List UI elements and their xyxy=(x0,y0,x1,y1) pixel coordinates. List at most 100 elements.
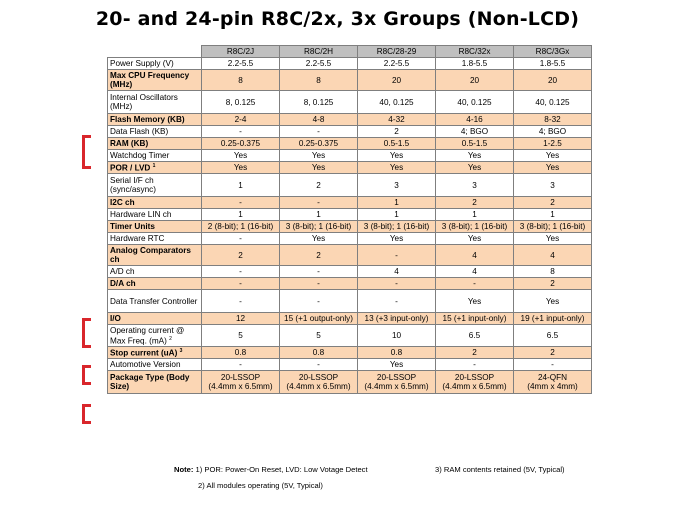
table-cell: 2 xyxy=(513,346,592,359)
table-cell: Yes xyxy=(513,161,592,174)
table-cell: - xyxy=(201,125,280,138)
row-label: Package Type (Body Size) xyxy=(107,370,202,394)
row-label-text: Serial I/F ch (sync/async) xyxy=(110,176,156,194)
table-cell: 3 (8-bit); 1 (16-bit) xyxy=(513,220,592,233)
table-cell: - xyxy=(201,277,280,290)
table-cell: 2 xyxy=(513,277,592,290)
package-type: 20-LSSOP xyxy=(220,373,261,382)
table-row: RAM (KB) 0.25-0.375 0.25-0.375 0.5-1.5 0.5-1… xyxy=(107,137,592,150)
row-label: Data Flash (KB) xyxy=(107,125,202,138)
table-cell: 2.2-5.5 xyxy=(279,57,358,70)
table-cell: - xyxy=(435,358,514,371)
row-label-text: Watchdog Timer xyxy=(110,151,170,160)
table-cell: - xyxy=(279,125,358,138)
table-cell: 4-32 xyxy=(357,113,436,126)
table-cell: 24-QFN (4mm x 4mm) xyxy=(513,370,592,394)
table-cell: Yes xyxy=(435,232,514,245)
table-cell: 0.8 xyxy=(201,346,280,359)
table-cell: 15 (+1 output-only) xyxy=(279,312,358,325)
table-row: I/O 12 15 (+1 output-only) 13 (+3 input-onl… xyxy=(107,312,592,325)
row-label-text: Data Transfer Controller xyxy=(110,296,198,306)
table-cell: 10 xyxy=(357,324,436,347)
table-cell: - xyxy=(513,358,592,371)
row-label-text: I2C ch xyxy=(110,198,135,207)
footnote-3: 3) RAM contents retained (5V, Typical) xyxy=(435,465,565,474)
table-cell: 1 xyxy=(201,173,280,197)
table-cell: 8 xyxy=(513,265,592,278)
row-label: Analog Comparators ch xyxy=(107,244,202,266)
package-type: 20-LSSOP xyxy=(454,373,495,382)
table-cell: Yes xyxy=(435,289,514,313)
column-header: R8C/2H xyxy=(279,45,358,58)
table-cell: Yes xyxy=(201,161,280,174)
table-cell: 4; BGO xyxy=(435,125,514,138)
spec-table: R8C/2J R8C/2H R8C/28-29 R8C/32x R8C/3Gx … xyxy=(107,45,592,394)
table-row: Max CPU Frequency (MHz) 8 8 20 20 20 xyxy=(107,69,592,91)
table-cell: 4 xyxy=(513,244,592,266)
footnote-marker: 3 xyxy=(179,348,183,355)
table-cell: 2.2-5.5 xyxy=(357,57,436,70)
highlight-bracket-current xyxy=(82,404,91,424)
table-cell: 40, 0.125 xyxy=(357,90,436,114)
table-row: I2C ch - -1 2 2 xyxy=(107,196,592,209)
row-label-text: Hardware LIN ch xyxy=(110,210,172,219)
row-label-text: Data Flash (KB) xyxy=(110,127,169,136)
table-cell: 13 (+3 input-only) xyxy=(357,312,436,325)
row-label-text: Operating current @ Max Freq. (mA) xyxy=(110,325,185,346)
table-cell: 4; BGO xyxy=(513,125,592,138)
row-label-text: Timer Units xyxy=(110,222,155,231)
table-row: Watchdog Timer Yes Yes Yes Yes Yes xyxy=(107,149,592,162)
highlight-bracket-analog xyxy=(82,318,91,348)
table-cell: - xyxy=(279,358,358,371)
highlight-bracket-memory xyxy=(82,135,91,169)
table-cell: 5 xyxy=(279,324,358,347)
table-cell: - xyxy=(201,289,280,313)
table-cell: 1 xyxy=(513,208,592,221)
table-cell: 4-8 xyxy=(279,113,358,126)
table-cell: 1 xyxy=(279,208,358,221)
table-cell: 1.8-5.5 xyxy=(513,57,592,70)
table-cell: 4 xyxy=(435,265,514,278)
row-label-text: RAM (KB) xyxy=(110,139,149,148)
table-row: Data Transfer Controller - - - Yes Yes xyxy=(107,289,592,313)
row-label: I2C ch xyxy=(107,196,202,209)
table-cell: 4-16 xyxy=(435,113,514,126)
table-cell: 1-2.5 xyxy=(513,137,592,150)
table-cell: 1.8-5.5 xyxy=(435,57,514,70)
table-cell: 0.5-1.5 xyxy=(435,137,514,150)
header-corner xyxy=(107,45,202,58)
table-cell: 2 xyxy=(357,125,436,138)
table-cell: 1 xyxy=(357,208,436,221)
row-label: Hardware RTC xyxy=(107,232,202,245)
table-cell: Yes xyxy=(279,149,358,162)
table-row: Package Type (Body Size) 20-LSSOP (4.4mm x… xyxy=(107,370,592,394)
table-cell: - xyxy=(279,265,358,278)
table-cell: 20 xyxy=(357,69,436,91)
table-cell: 0.8 xyxy=(279,346,358,359)
column-header: R8C/2J xyxy=(201,45,280,58)
row-label: Operating current @ Max Freq. (mA) 2 xyxy=(107,324,202,347)
table-cell: 8 xyxy=(279,69,358,91)
table-cell: Yes xyxy=(279,232,358,245)
table-cell: 3 xyxy=(513,173,592,197)
row-label: POR / LVD 1 xyxy=(107,161,202,174)
row-label: Timer Units xyxy=(107,220,202,233)
table-cell: 0.25-0.375 xyxy=(279,137,358,150)
row-label-text: Stop current (uA) xyxy=(110,348,178,358)
row-label-text: D/A ch xyxy=(110,279,136,288)
table-cell: 1 xyxy=(201,208,280,221)
table-cell: Yes xyxy=(513,232,592,245)
table-cell: - xyxy=(357,244,436,266)
table-cell: 0.8 xyxy=(357,346,436,359)
package-size: (4mm x 4mm) xyxy=(527,382,578,391)
table-cell: Yes xyxy=(513,289,592,313)
table-cell: 3 xyxy=(357,173,436,197)
table-row: Data Flash (KB) - -2 4; BGO 4; BGO xyxy=(107,125,592,138)
table-cell: 40, 0.125 xyxy=(435,90,514,114)
table-cell: 2 xyxy=(435,196,514,209)
row-label: Internal Oscillators (MHz) xyxy=(107,90,202,114)
row-label: Automotive Version xyxy=(107,358,202,371)
row-label: Hardware LIN ch xyxy=(107,208,202,221)
table-row: Hardware RTC - Yes Yes Yes Yes xyxy=(107,232,592,245)
row-label-text: Flash Memory (KB) xyxy=(110,115,185,124)
